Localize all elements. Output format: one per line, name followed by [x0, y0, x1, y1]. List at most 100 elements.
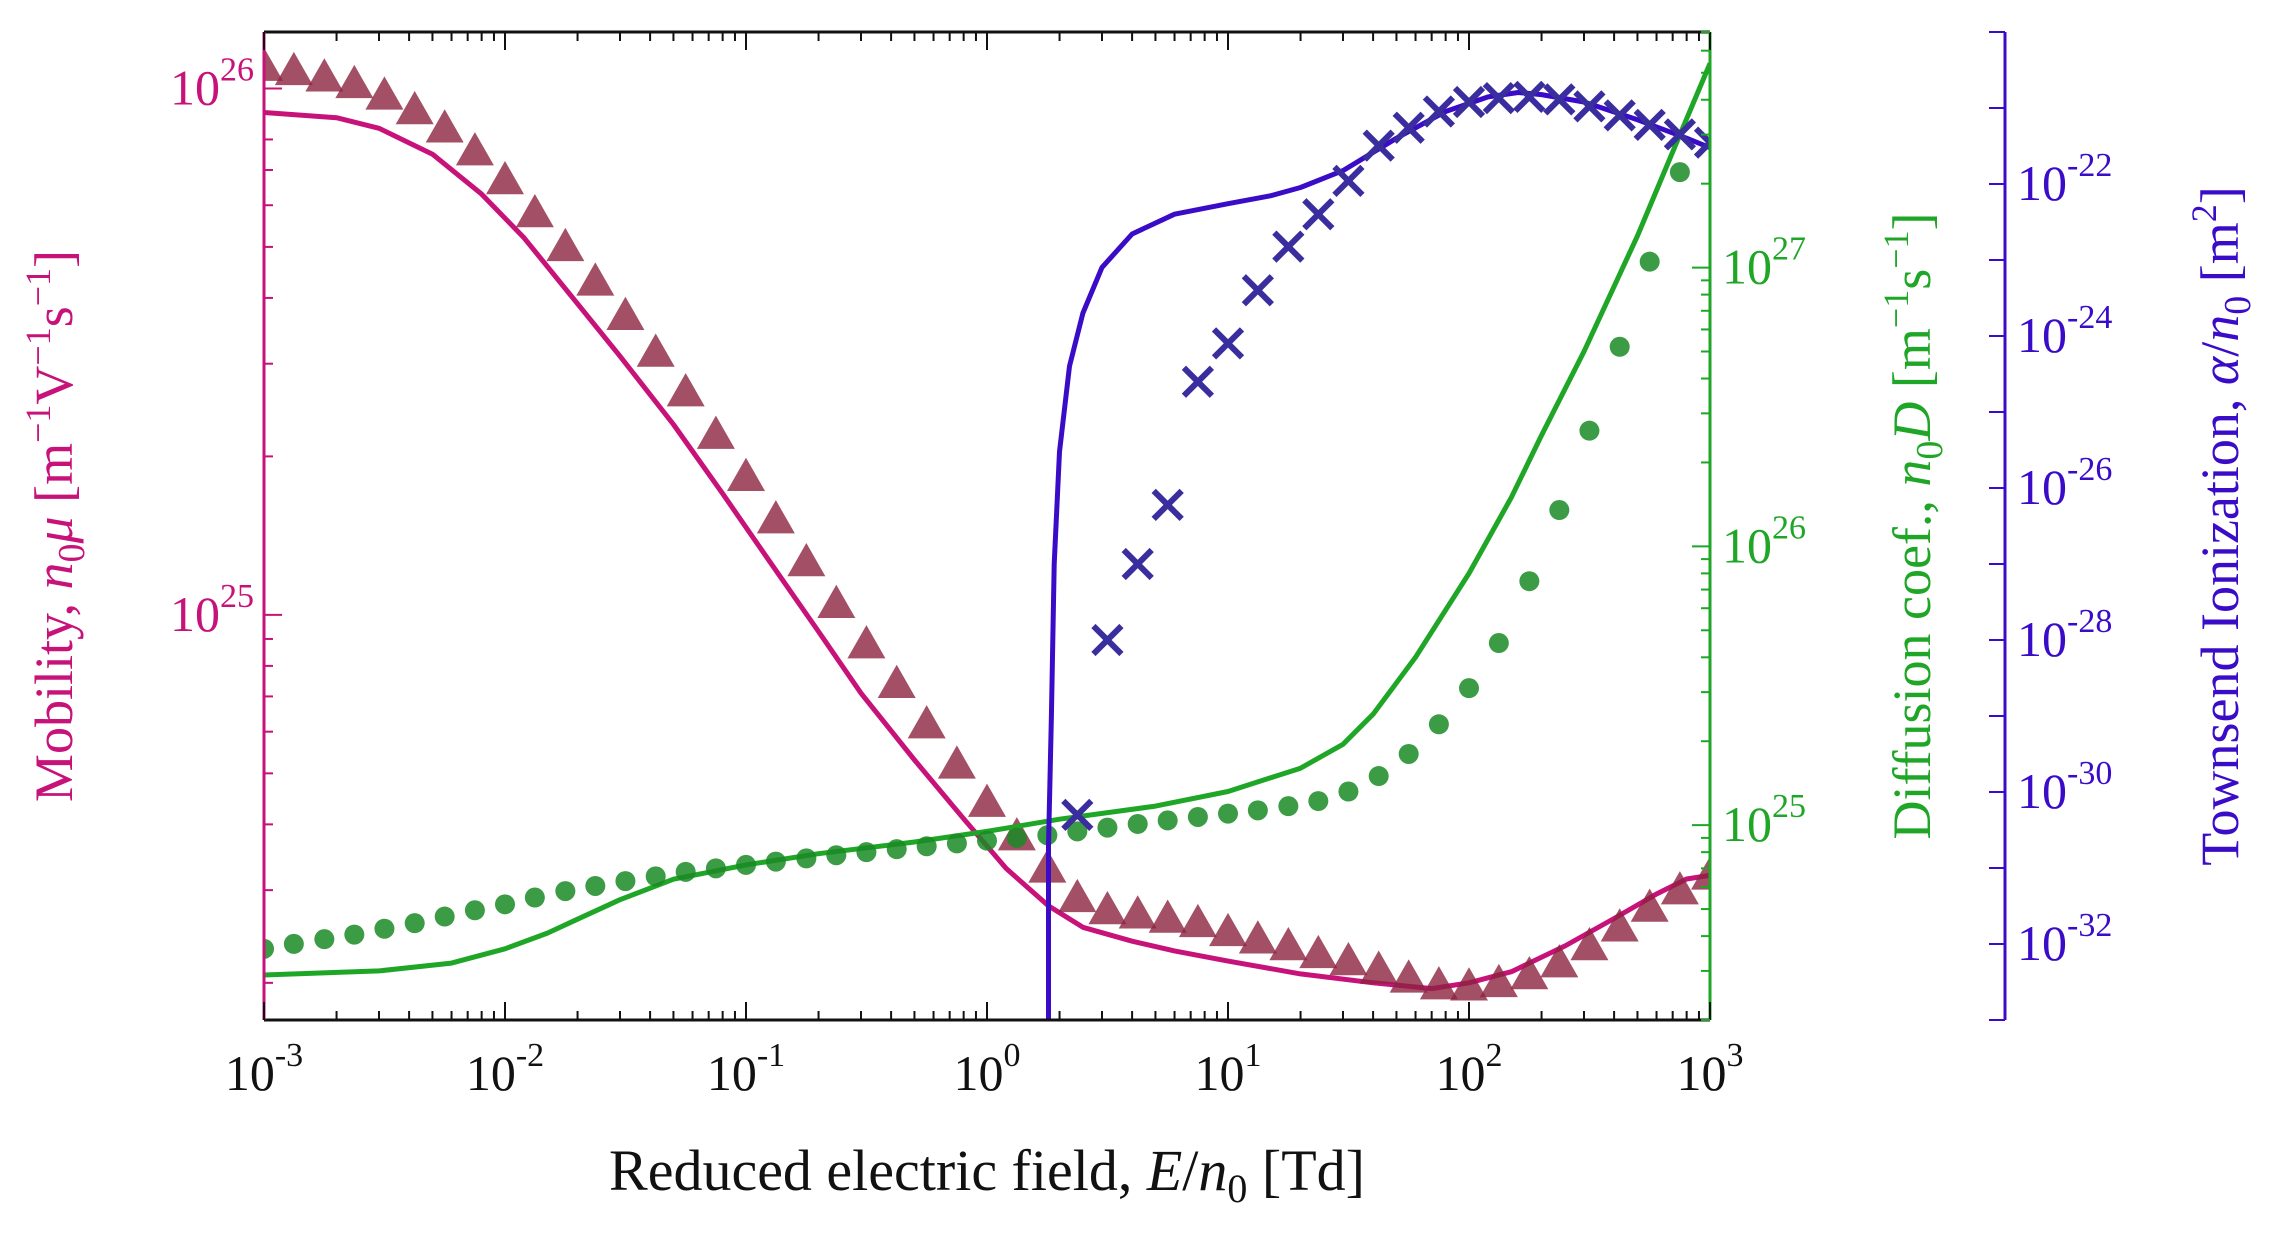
townsend-data-point: [1603, 99, 1636, 132]
diffusion-data-point: [977, 830, 997, 851]
diffusion-data-point: [1579, 420, 1600, 441]
diffusion-data-point: [886, 839, 907, 860]
x-tick-label-base: 10: [707, 1045, 757, 1101]
mobility-data-point: [937, 745, 976, 779]
townsend-data-point: [1181, 365, 1215, 398]
mobility-data-point: [727, 457, 765, 491]
townsend-data-point: [1633, 108, 1666, 141]
diffusion-data-point: [1368, 766, 1389, 787]
townsend-marker-stroke: [1422, 95, 1456, 128]
townsend-data-point: [1693, 126, 1710, 159]
townsend-marker-stroke: [1693, 138, 1710, 159]
diffusion-data-point: [1218, 803, 1238, 824]
diffusion-axis-title: Diffusion coef., n0D [m−1s−1]: [1876, 212, 1951, 839]
x-tick-label-base: 10: [1436, 1045, 1486, 1101]
diffusion-tick-label: 1025: [1722, 788, 1806, 852]
diffusion-data-point: [916, 836, 937, 857]
diffusion-data-point: [1247, 800, 1268, 821]
mobility-data-point: [1148, 899, 1187, 933]
townsend-tick-label-base: 10: [2017, 763, 2067, 819]
mobility-data-point: [515, 193, 554, 228]
diffusion-data-point: [1067, 821, 1088, 842]
townsend-data-point: [1302, 198, 1335, 231]
townsend-data-point: [1241, 274, 1274, 307]
diffusion-tick-label: 1026: [1722, 509, 1806, 573]
mobility-data-point: [264, 47, 283, 81]
townsend-tick-label-base: 10: [2017, 307, 2067, 363]
townsend-marker-stroke: [1482, 81, 1515, 115]
diffusion-data-point: [1428, 714, 1449, 735]
mobility-data-point: [395, 91, 434, 125]
mobility-data-point: [1630, 888, 1669, 922]
series-townsend-markers: [1061, 80, 1710, 831]
x-tick-label-exponent: -2: [516, 1037, 544, 1074]
townsend-marker-stroke: [1211, 327, 1245, 360]
mobility-data-point: [696, 415, 735, 449]
diffusion-data-point: [1006, 827, 1027, 848]
mobility-data-point: [274, 51, 313, 86]
series-mobility-line: [264, 110, 1710, 992]
mobility-data-point: [1691, 856, 1710, 890]
x-tick-label: 103: [1677, 1037, 1744, 1101]
diffusion-tick-label-base: 10: [1722, 239, 1772, 295]
townsend-marker-stroke: [1633, 108, 1666, 141]
labels-layer: 10-3 10-2 10-1 100 101 102 1031025102610251026…: [18, 51, 2259, 1211]
mobility-data-point: [1450, 967, 1488, 1001]
x-tick-label: 100: [954, 1037, 1021, 1101]
mobility-data-point: [1299, 934, 1338, 969]
diffusion-data-point: [705, 858, 726, 879]
mobility-data-point: [455, 132, 494, 166]
diffusion-data-point: [645, 866, 666, 887]
townsend-marker-stroke: [1091, 623, 1124, 657]
x-tick-label-base: 10: [1195, 1045, 1245, 1101]
townsend-marker-stroke: [1693, 126, 1710, 147]
mobility-tick-label-exponent: 25: [220, 578, 254, 615]
diffusion-tick-label: 1027: [1722, 231, 1806, 295]
mobility-data-point: [636, 333, 675, 367]
diffusion-data-point: [374, 918, 395, 939]
townsend-data-point: [1121, 547, 1154, 581]
diffusion-tick-label-exponent: 26: [1772, 509, 1806, 546]
townsend-tick-label: 10-26: [2017, 451, 2112, 515]
mobility-tick-label-base: 10: [170, 586, 220, 642]
diffusion-data-point: [1398, 743, 1419, 764]
diffusion-data-point: [1519, 571, 1540, 592]
diffusion-data-point: [1488, 633, 1509, 654]
diffusion-data-point: [1609, 336, 1630, 357]
townsend-marker-stroke: [1151, 488, 1184, 521]
mobility-data-point: [1359, 950, 1398, 984]
townsend-axis-title: Townsend Ionization, α/n0 [m2]: [2184, 186, 2259, 865]
townsend-marker-stroke: [1452, 85, 1486, 119]
x-tick-label-exponent: 0: [1004, 1037, 1021, 1074]
diffusion-data-point: [585, 875, 606, 896]
townsend-marker-stroke: [1603, 99, 1636, 132]
mobility-data-point: [1269, 926, 1308, 961]
mobility-data-point: [1419, 966, 1458, 1000]
townsend-marker-stroke: [1663, 118, 1697, 151]
townsend-data-point: [1543, 83, 1576, 116]
axes-layer: [262, 30, 2007, 1022]
townsend-tick-label-base: 10: [2017, 611, 2067, 667]
diffusion-data-point: [1308, 791, 1329, 812]
townsend-marker-stroke: [1543, 83, 1576, 116]
mobility-tick-label-exponent: 26: [220, 51, 254, 88]
townsend-data-point: [1513, 80, 1546, 114]
diffusion-data-point: [1459, 678, 1479, 699]
x-tick-label-base: 10: [954, 1045, 1004, 1101]
diffusion-data-point: [765, 851, 786, 872]
mobility-tick-label: 1025: [170, 578, 254, 642]
diffusion-data-point: [464, 900, 485, 921]
mobility-line: [264, 110, 1710, 992]
mobility-data-point: [1660, 871, 1699, 905]
mobility-data-point: [305, 58, 344, 92]
townsend-tick-label-exponent: -30: [2067, 755, 2112, 792]
diffusion-data-point: [856, 842, 877, 863]
townsend-marker-stroke: [1392, 111, 1425, 144]
townsend-marker-stroke: [1302, 198, 1335, 231]
diffusion-data-point: [1278, 796, 1299, 817]
townsend-marker-stroke: [1513, 80, 1546, 114]
diffusion-data-point: [495, 894, 515, 915]
mobility-data-point: [1479, 963, 1518, 998]
townsend-tick-label-base: 10: [2017, 459, 2067, 515]
